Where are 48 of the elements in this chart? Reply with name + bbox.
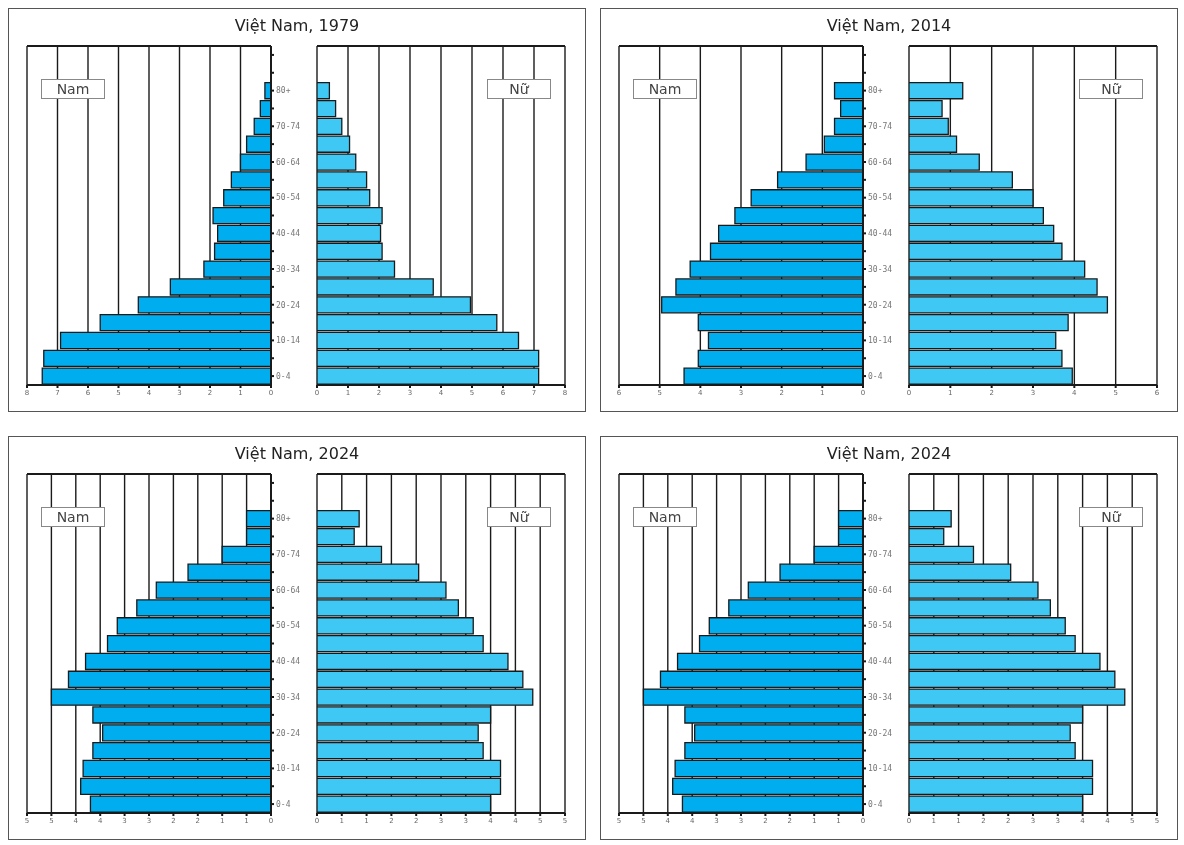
y-tick-label: 30-34 bbox=[276, 692, 301, 702]
y-tick-label: 30-34 bbox=[868, 264, 893, 274]
y-tick-label: 50-54 bbox=[868, 621, 893, 631]
y-tick-label: 0-4 bbox=[868, 799, 883, 809]
chart-title: Việt Nam, 2024 bbox=[825, 443, 953, 465]
y-tick-label: 80+ bbox=[868, 86, 883, 96]
annotation: Nam bbox=[633, 507, 697, 527]
y-tick-label: 80+ bbox=[276, 514, 291, 524]
y-tick-label: 70-74 bbox=[868, 122, 893, 132]
y-tick-label: 50-54 bbox=[276, 621, 301, 631]
y-tick-label: 10-14 bbox=[276, 336, 301, 346]
annotation: Nam bbox=[41, 79, 105, 99]
y-tick-label: 50-54 bbox=[276, 193, 301, 203]
y-tick-label: 80+ bbox=[868, 514, 883, 524]
y-tick-label: 0-4 bbox=[868, 371, 883, 381]
y-tick-label: 40-44 bbox=[868, 229, 893, 239]
y-tick-label: 70-74 bbox=[276, 122, 301, 132]
y-tick-label: 10-14 bbox=[276, 764, 301, 774]
y-tick-label: 70-74 bbox=[868, 550, 893, 560]
y-tick-label: 30-34 bbox=[276, 264, 301, 274]
y-tick-label: 20-24 bbox=[868, 728, 893, 738]
y-tick-label: 70-74 bbox=[276, 550, 301, 560]
y-tick-label: 40-44 bbox=[276, 229, 301, 239]
annotation: Nam bbox=[633, 79, 697, 99]
annotation: Nữ bbox=[487, 507, 551, 527]
y-tick-label: 20-24 bbox=[868, 300, 893, 310]
chart-title: Việt Nam, 1979 bbox=[233, 15, 361, 37]
y-tick-label: 80+ bbox=[276, 86, 291, 96]
y-tick-label: 20-24 bbox=[276, 300, 301, 310]
y-tick-label: 60-64 bbox=[276, 157, 301, 167]
chart-title: Việt Nam, 2014 bbox=[825, 15, 953, 37]
y-tick-label: 60-64 bbox=[276, 585, 301, 595]
y-tick-label: 0-4 bbox=[276, 799, 291, 809]
y-tick-label: 10-14 bbox=[868, 764, 893, 774]
y-tick-label: 50-54 bbox=[868, 193, 893, 203]
annotation: Nữ bbox=[1079, 507, 1143, 527]
y-tick-label: 40-44 bbox=[276, 657, 301, 667]
y-tick-label: 20-24 bbox=[276, 728, 301, 738]
annotation: Nữ bbox=[487, 79, 551, 99]
annotation: Nam bbox=[41, 507, 105, 527]
y-tick-label: 60-64 bbox=[868, 585, 893, 595]
y-tick-label: 0-4 bbox=[276, 371, 291, 381]
y-tick-label: 10-14 bbox=[868, 336, 893, 346]
y-tick-label: 60-64 bbox=[868, 157, 893, 167]
annotation: Nữ bbox=[1079, 79, 1143, 99]
y-tick-label: 40-44 bbox=[868, 657, 893, 667]
chart-title: Việt Nam, 2024 bbox=[233, 443, 361, 465]
y-tick-label: 30-34 bbox=[868, 692, 893, 702]
